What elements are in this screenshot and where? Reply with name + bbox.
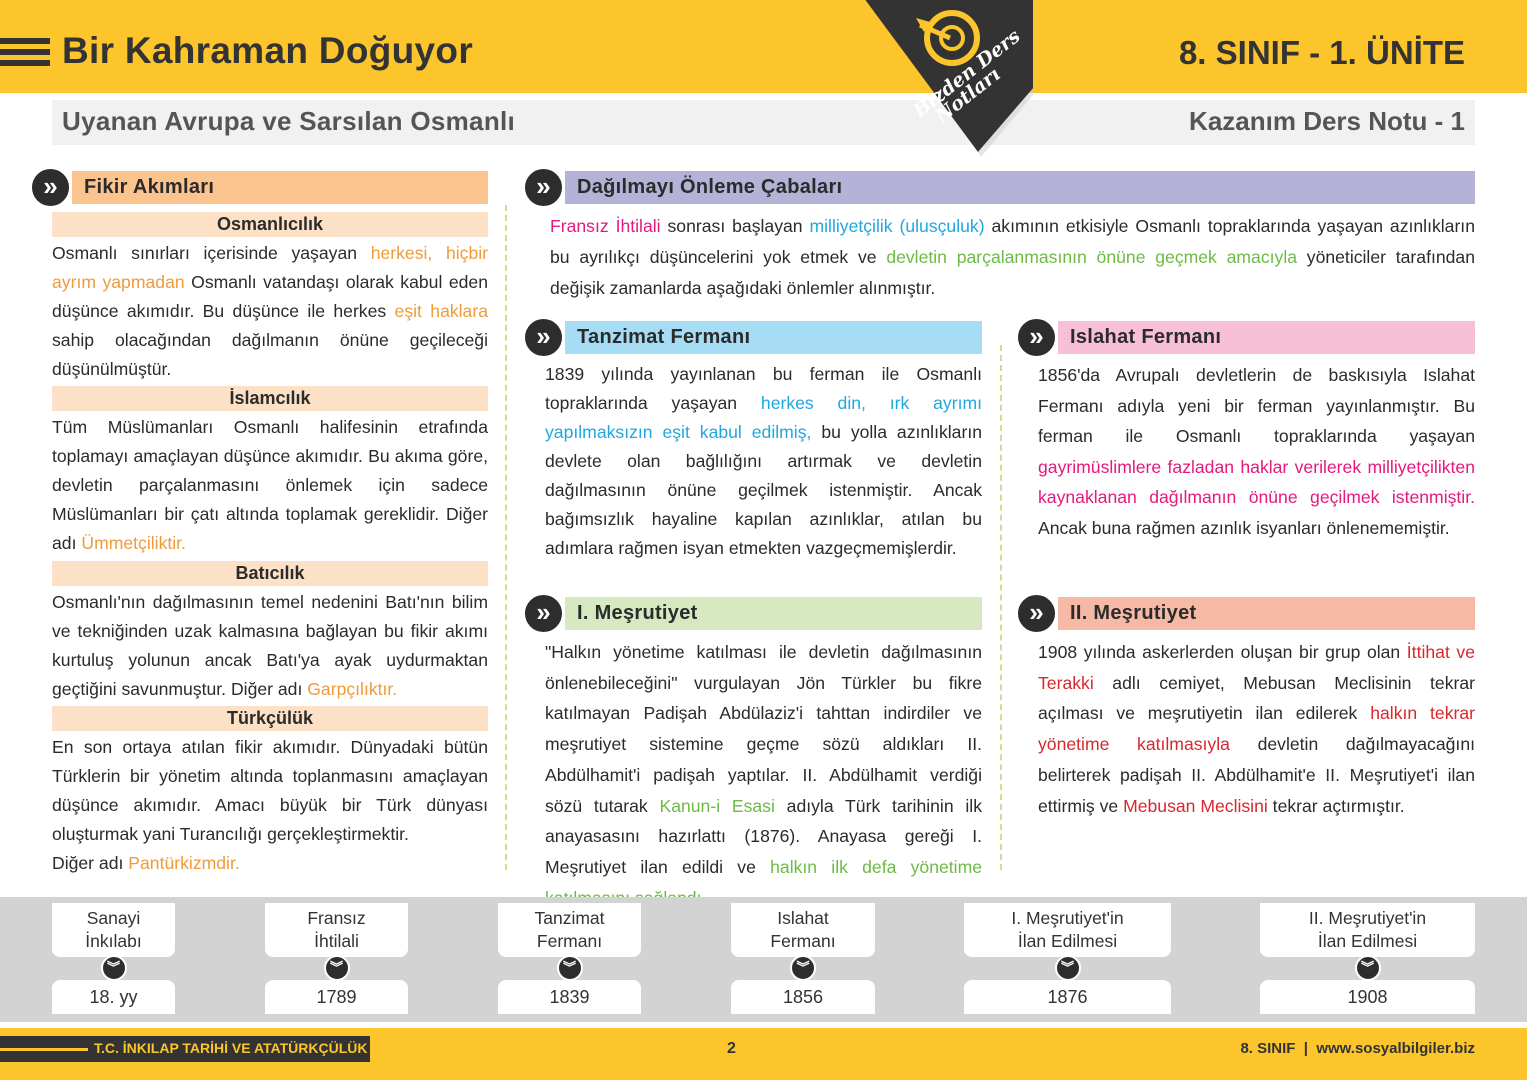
page-title: Bir Kahraman Doğuyor	[62, 30, 474, 71]
highlighted-text: gayrimüslimlere fazladan haklar verilere…	[1038, 456, 1475, 508]
section-header-dagilmayi-onleme: » Dağılmayı Önleme Çabaları	[523, 167, 1475, 208]
dashed-divider	[505, 205, 507, 870]
footer-line-decoration	[0, 1048, 88, 1051]
highlighted-text: milliyetçilik (ulusçuluk)	[809, 216, 985, 236]
section-header-tanzimat: » Tanzimat Fermanı	[523, 317, 982, 358]
subheading-turkculuk: Türkçülük	[52, 706, 488, 731]
timeline-item: I. Meşrutiyet'in İlan Edilmesi ︾ 1876	[964, 903, 1171, 1014]
text-segment: yöneticiler tarafından değişik zamanlard…	[550, 247, 1475, 298]
highlighted-text: Kanun-i Esasi	[659, 795, 775, 816]
stripe-decoration	[0, 60, 50, 66]
stripe-decoration	[0, 49, 50, 55]
paragraph-tanzimat: 1839 yılında yayınlanan bu ferman ile Os…	[545, 360, 982, 563]
text-segment: Ancak buna rağmen azınlık isyanları önle…	[1038, 517, 1450, 538]
double-chevron-down-icon: ︾	[323, 955, 350, 981]
paragraph-ii-mesrutiyet: 1908 yılında askerlerden oluşan bir grup…	[1038, 637, 1475, 821]
paragraph-baticilik: Osmanlı'nın dağılmasının temel nedenini …	[52, 588, 488, 704]
text-segment: sahip olacağından dağılmanın önüne geçil…	[52, 330, 488, 379]
highlighted-text: Garpçılıktır.	[307, 679, 398, 699]
section-header-i-mesrutiyet: » I. Meşrutiyet	[523, 593, 982, 634]
double-chevron-right-icon: »	[30, 167, 71, 208]
logo-bizden-ders-notlari: Bizden Ders Notları	[865, 0, 1033, 157]
text-segment: "Halkın yönetime katılması ile devletin …	[545, 642, 982, 816]
text-segment: 1839 yılında yayınlanan bu ferman ile Os…	[545, 364, 982, 413]
text-segment: Osmanlı vatandaşı olarak kabul eden düşü…	[52, 272, 488, 321]
paragraph-i-mesrutiyet: "Halkın yönetime katılması ile devletin …	[545, 637, 982, 913]
subtitle-band	[52, 100, 1475, 145]
text-segment: adlı cemiyet, Mebusan Meclisinin tekrar …	[1038, 672, 1475, 724]
section-header-ii-mesrutiyet: » II. Meşrutiyet	[1016, 593, 1475, 634]
highlighted-text: Ümmetçiliktir.	[81, 533, 186, 553]
header-band	[0, 0, 1527, 93]
section-header-fikir-akimlari: » Fikir Akımları	[30, 167, 488, 208]
double-chevron-right-icon: »	[523, 167, 564, 208]
text-segment: tekrar açtırmıştır.	[1267, 795, 1405, 816]
highlighted-text: Mebusan Meclisini	[1123, 795, 1268, 816]
double-chevron-right-icon: »	[523, 317, 564, 358]
highlighted-text: herkesi, hiçbir ayrım yapmadan	[52, 243, 489, 292]
section-header-islahat: » Islahat Fermanı	[1016, 317, 1475, 358]
highlighted-text: Fransız İhtilali	[550, 216, 661, 236]
highlighted-text: İttihat ve Terakki	[1038, 642, 1475, 693]
footer-course-name: T.C. İNKILAP TARİHİ VE ATATÜRKÇÜLÜK	[94, 1040, 368, 1056]
subheading-islamcilik: İslamcılık	[52, 386, 488, 411]
paragraph-islahat: 1856'da Avrupalı devletlerin de baskısıy…	[1038, 360, 1475, 543]
text-segment: Diğer adı	[52, 853, 124, 873]
highlighted-text: Pantürkizmdir.	[128, 853, 240, 873]
double-chevron-down-icon: ︾	[1354, 955, 1381, 981]
text-segment: Tüm Müslümanları Osmanlı halifesinin etr…	[52, 417, 488, 553]
timeline-item: Islahat Fermanı ︾ 1856	[731, 903, 875, 1014]
highlighted-text: halkın tekrar yönetime katılmasıyla	[1038, 703, 1475, 755]
footer-website: 8. SINIF | www.sosyalbilgiler.biz	[1240, 1040, 1475, 1057]
highlighted-text: devletin parçalanmasının önüne geçmek am…	[886, 247, 1298, 267]
double-chevron-down-icon: ︾	[100, 955, 127, 981]
double-chevron-right-icon: »	[1016, 317, 1057, 358]
paragraph-turkculuk: En son ortaya atılan fikir akımıdır. Dün…	[52, 733, 488, 878]
paragraph-intro: Fransız İhtilali sonrası başlayan milliy…	[550, 211, 1475, 304]
page-number: 2	[727, 1040, 736, 1057]
text-segment: devletin dağılmayacağını belirterek padi…	[1038, 734, 1475, 816]
text-segment: En son ortaya atılan fikir akımıdır. Dün…	[52, 737, 488, 844]
paragraph-islamcilik: Tüm Müslümanları Osmanlı halifesinin etr…	[52, 413, 488, 558]
timeline-item: Tanzimat Fermanı ︾ 1839	[498, 903, 641, 1014]
highlighted-text: eşit haklara	[394, 301, 488, 321]
timeline-item: Fransız İhtilali ︾ 1789	[265, 903, 408, 1014]
double-chevron-right-icon: »	[1016, 593, 1057, 634]
text-segment: akımının etkisiyle Osmanlı topraklarında…	[550, 216, 1475, 267]
timeline-item: II. Meşrutiyet'in İlan Edilmesi ︾ 1908	[1260, 903, 1475, 1014]
subheading-baticilik: Batıcılık	[52, 561, 488, 586]
subheading-osmanlicilik: Osmanlıcılık	[52, 212, 488, 237]
paragraph-osmanlicilik: Osmanlı sınırları içerisinde yaşayan her…	[52, 239, 488, 384]
unit-label: 8. SINIF - 1. ÜNİTE	[1178, 34, 1465, 71]
text-segment: Osmanlı sınırları içerisinde yaşayan	[52, 243, 371, 263]
double-chevron-down-icon: ︾	[790, 955, 816, 981]
dashed-divider	[1000, 345, 1002, 870]
highlighted-text: herkes din, ırk ayrımı yapılmaksızın eşi…	[545, 393, 983, 442]
text-segment: 1856'da Avrupalı devletlerin de baskısıy…	[1038, 365, 1475, 446]
double-chevron-down-icon: ︾	[556, 955, 583, 981]
lesson-note-label: Kazanım Ders Notu - 1	[1189, 106, 1465, 136]
text-segment: adıyla Türk tarihinin ilk anayasasını ha…	[545, 795, 982, 877]
page-subtitle: Uyanan Avrupa ve Sarsılan Osmanlı	[62, 106, 516, 136]
double-chevron-right-icon: »	[523, 593, 564, 634]
text-segment: 1908 yılında askerlerden oluşan bir grup…	[1038, 642, 1407, 662]
text-segment: bu yolla azınlıkların devlete olan bağlı…	[545, 422, 982, 558]
text-segment: Osmanlı'nın dağılmasının temel nedenini …	[52, 592, 488, 699]
double-chevron-down-icon: ︾	[1054, 955, 1081, 981]
stripe-decoration	[0, 38, 50, 44]
timeline-item: Sanayi İnkılabı ︾ 18. yy	[52, 903, 175, 1014]
text-segment: sonrası başlayan	[660, 216, 810, 236]
